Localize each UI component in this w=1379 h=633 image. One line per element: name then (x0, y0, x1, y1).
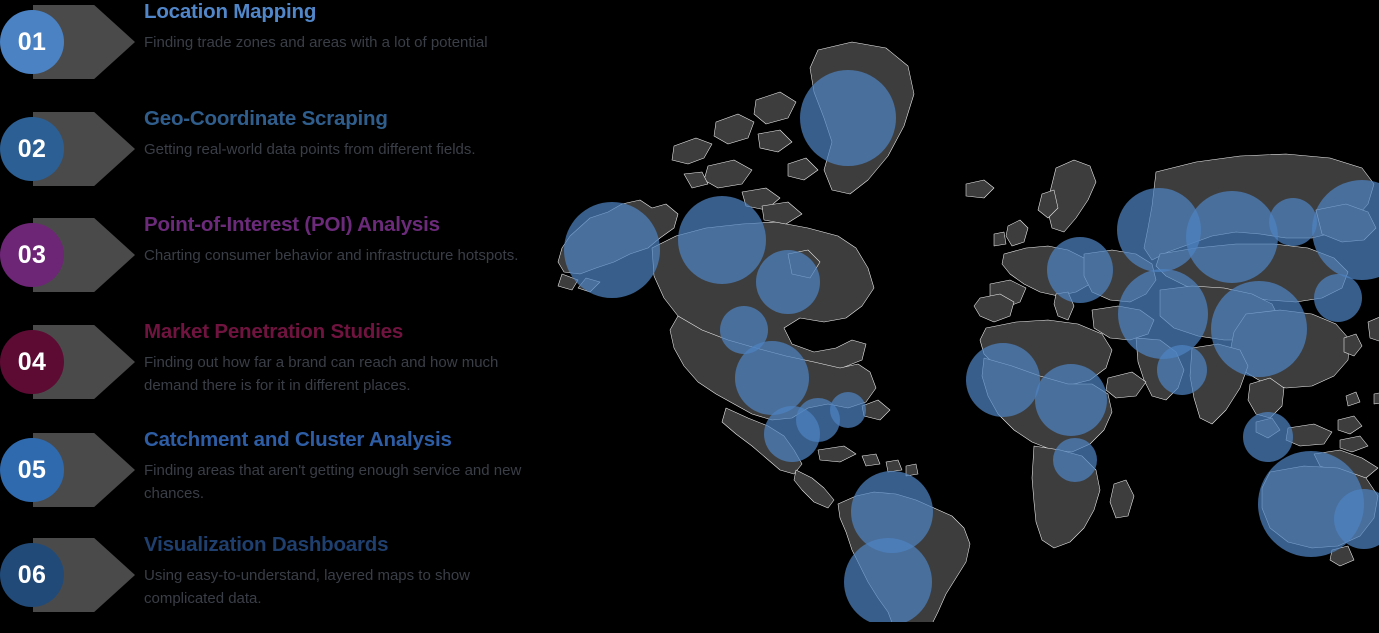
step-number-badge: 02 (0, 117, 64, 181)
step-badge-wrap-04: 04 (0, 320, 140, 404)
step-number-badge: 06 (0, 543, 64, 607)
data-bubbles (564, 70, 1379, 622)
world-map-svg (557, 41, 1379, 622)
step-title: Visualization Dashboards (144, 533, 389, 556)
step-description: Getting real-world data points from diff… (144, 140, 476, 158)
steps-list: 01 Location Mapping Finding trade zones … (0, 0, 570, 633)
step-number-badge: 01 (0, 10, 64, 74)
step-number-badge: 03 (0, 223, 64, 287)
step-text-04: Market Penetration Studies Finding out h… (144, 320, 564, 397)
step-text-01: Location Mapping Finding trade zones and… (144, 0, 564, 54)
step-badge-wrap-01: 01 (0, 0, 140, 84)
step-badge-wrap-02: 02 (0, 107, 140, 191)
step-badge-wrap-03: 03 (0, 213, 140, 297)
step-title: Point-of-Interest (POI) Analysis (144, 213, 440, 236)
step-title: Market Penetration Studies (144, 320, 404, 343)
step-title: Location Mapping (144, 0, 317, 23)
step-description: Using easy-to-understand, layered maps t… (144, 566, 471, 607)
step-badge-wrap-05: 05 (0, 428, 140, 512)
step-description: Finding trade zones and areas with a lot… (144, 33, 488, 51)
step-description: Finding areas that aren't getting enough… (144, 461, 522, 502)
step-text-05: Catchment and Cluster Analysis Finding a… (144, 428, 564, 505)
step-number-badge: 05 (0, 438, 64, 502)
step-description: Finding out how far a brand can reach an… (144, 353, 499, 394)
step-text-03: Point-of-Interest (POI) Analysis Chartin… (144, 213, 564, 267)
world-map (556, 22, 1379, 622)
step-number-badge: 04 (0, 330, 64, 394)
step-text-06: Visualization Dashboards Using easy-to-u… (144, 533, 564, 610)
step-badge-wrap-06: 06 (0, 533, 140, 617)
step-text-02: Geo-Coordinate Scraping Getting real-wor… (144, 107, 564, 161)
step-description: Charting consumer behavior and infrastru… (144, 246, 519, 264)
step-title: Geo-Coordinate Scraping (144, 107, 388, 130)
step-title: Catchment and Cluster Analysis (144, 428, 452, 451)
